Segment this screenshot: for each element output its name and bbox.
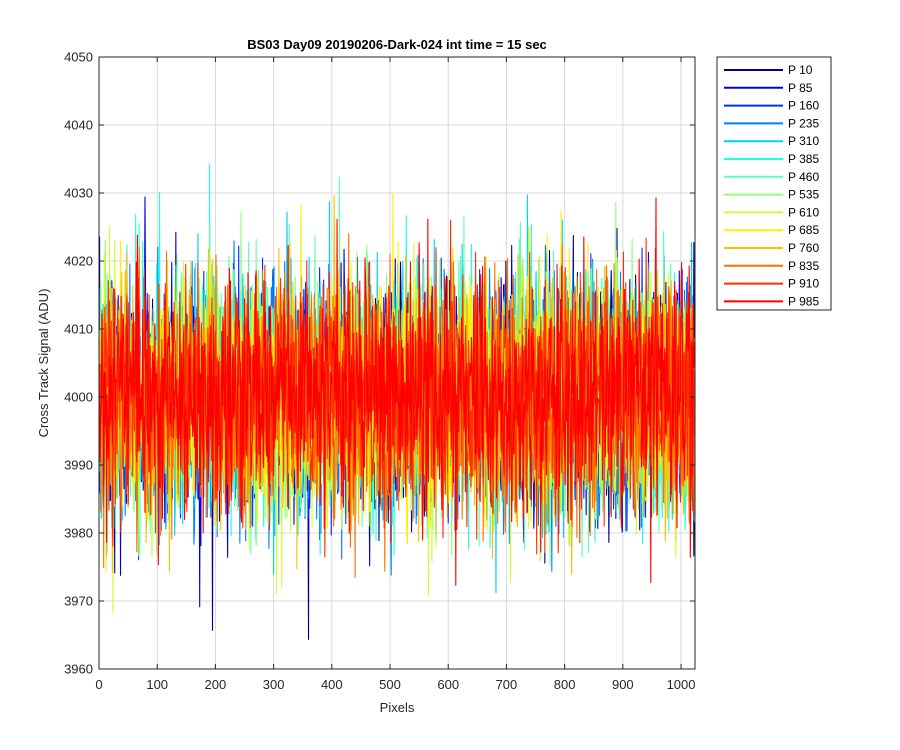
y-tick-label: 4050 xyxy=(64,50,93,65)
y-tick-label: 3980 xyxy=(64,526,93,541)
x-axis-ticks: 0 100 200 300 400 500 600 700 800 900 1000 xyxy=(95,57,695,692)
x-tick-label: 100 xyxy=(146,677,168,692)
y-tick-label: 3990 xyxy=(64,458,93,473)
legend-label: P 835 xyxy=(788,259,819,273)
x-tick-label: 600 xyxy=(437,677,459,692)
x-tick-label: 200 xyxy=(205,677,227,692)
x-tick-label: 400 xyxy=(321,677,343,692)
legend-box xyxy=(716,56,832,311)
y-tick-label: 4020 xyxy=(64,254,93,269)
x-tick-label: 0 xyxy=(95,677,102,692)
y-axis-ticks: 3960 3970 3980 3990 4000 4010 4020 4030 4040 4050 xyxy=(64,50,695,677)
legend-label: P 910 xyxy=(788,277,819,291)
series-line-p985 xyxy=(99,197,696,586)
legend-label: P 535 xyxy=(788,188,819,202)
legend-items: P 10 P 85 P 160 P 235 P 310 P 385 P 460 P 535 P … xyxy=(724,63,819,308)
x-tick-label: 300 xyxy=(263,677,285,692)
y-axis-label: Cross Track Signal (ADU) xyxy=(36,289,51,438)
x-tick-label: 700 xyxy=(496,677,518,692)
x-tick-label: 1000 xyxy=(667,677,696,692)
chart-title: BS03 Day09 20190206-Dark-024 int time = … xyxy=(247,37,547,52)
y-tick-label: 4040 xyxy=(64,118,93,133)
y-tick-label: 4000 xyxy=(64,390,93,405)
legend-label: P 310 xyxy=(788,134,819,148)
legend-label: P 985 xyxy=(788,294,819,308)
axes-box xyxy=(98,56,696,670)
y-tick-label: 4010 xyxy=(64,322,93,337)
legend-label: P 760 xyxy=(788,241,819,255)
plot-area: 0 100 200 300 400 500 600 700 800 900 1000 3960 397… xyxy=(64,50,696,692)
series-layer xyxy=(99,163,696,640)
x-tick-label: 800 xyxy=(554,677,576,692)
legend-label: P 85 xyxy=(788,81,813,95)
legend-label: P 235 xyxy=(788,116,819,130)
legend: P 10 P 85 P 160 P 235 P 310 P 385 P 460 P 535 P … xyxy=(716,56,832,311)
y-tick-label: 3970 xyxy=(64,594,93,609)
y-tick-label: 4030 xyxy=(64,186,93,201)
legend-label: P 610 xyxy=(788,205,819,219)
x-axis-label: Pixels xyxy=(380,700,415,715)
y-tick-label: 3960 xyxy=(64,662,93,677)
legend-label: P 460 xyxy=(788,170,819,184)
legend-label: P 160 xyxy=(788,99,819,113)
x-tick-label: 900 xyxy=(612,677,634,692)
legend-label: P 385 xyxy=(788,152,819,166)
legend-label: P 685 xyxy=(788,223,819,237)
x-tick-label: 500 xyxy=(379,677,401,692)
legend-label: P 10 xyxy=(788,63,813,77)
